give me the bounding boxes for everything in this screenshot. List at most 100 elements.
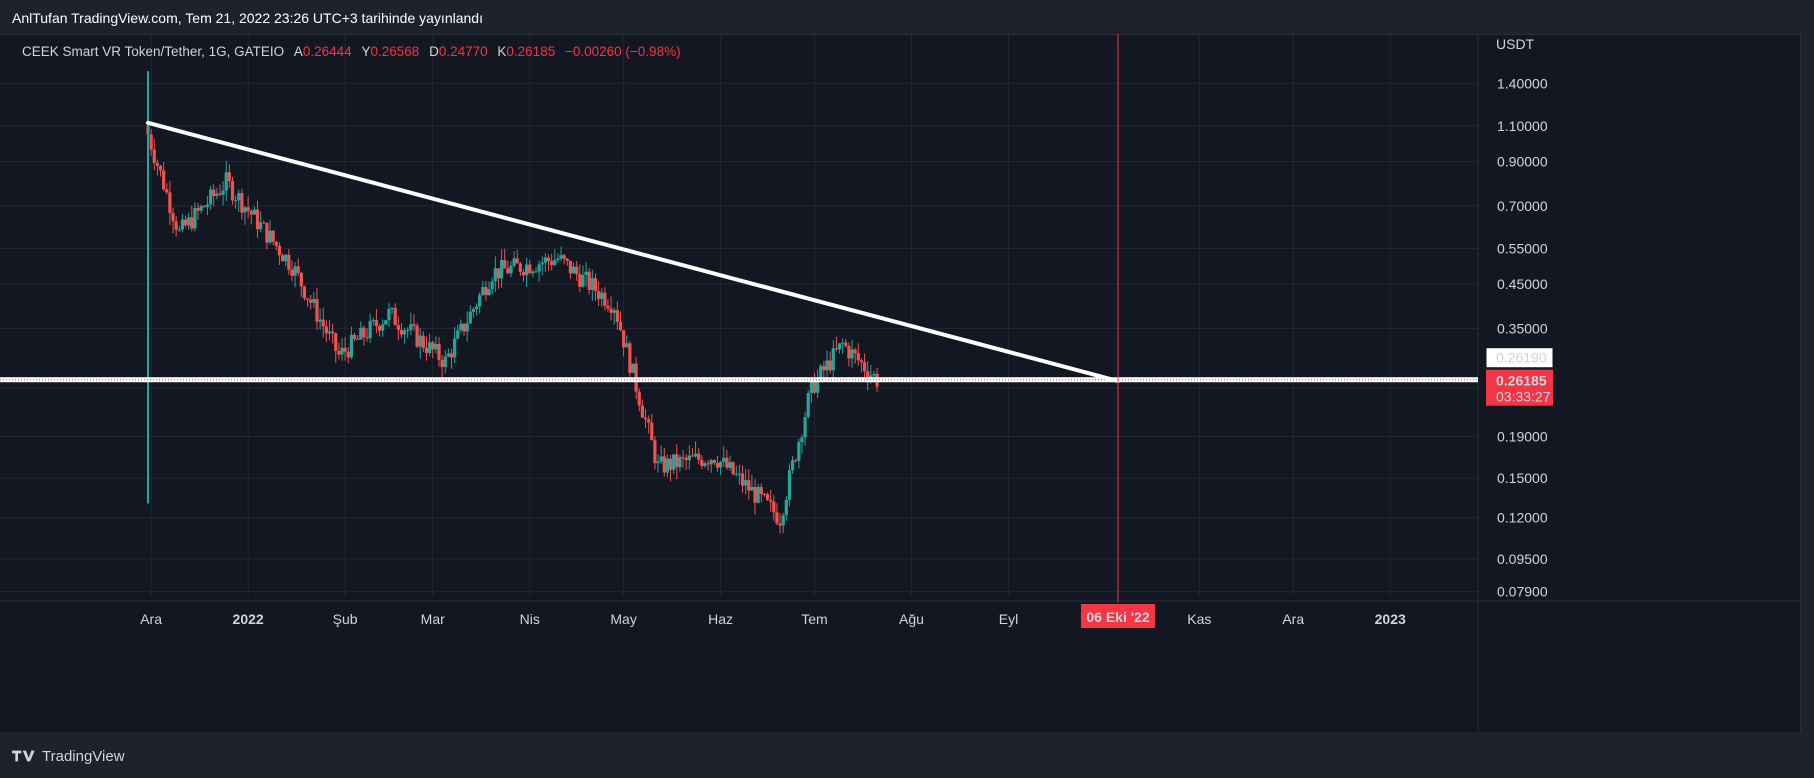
candle [859,358,864,373]
candle [693,441,698,458]
candle [753,479,757,515]
candle [406,327,410,339]
candle [778,513,782,534]
candle [390,306,394,314]
candle [396,316,400,341]
candle [377,324,382,337]
candle [831,340,835,383]
candle [825,350,829,379]
candle [431,340,435,359]
candle [640,399,644,418]
symbol-legend: CEEK Smart VR Token/Tether, 1G, GATEIO A… [22,44,681,59]
candles [146,71,879,534]
price-tick-label: 0.09500 [1497,551,1548,567]
candle [284,253,288,267]
candle [440,355,444,378]
candle [149,128,153,156]
candle [212,184,216,207]
candle [765,492,770,502]
candle [856,343,860,366]
candle [453,327,457,363]
footer-brand[interactable]: TradingView [12,746,125,766]
cursor-date-label: 06 Eki '22 [1086,609,1149,625]
candle [565,257,569,266]
candle [227,164,231,188]
time-tick-label: Tem [801,611,827,627]
candle [797,438,801,469]
candle [828,351,832,374]
candle [521,268,526,282]
published-header: AnlTufan TradingView.com, Tem 21, 2022 2… [12,10,483,26]
candle [762,492,767,497]
candle [606,299,610,312]
candle [662,447,666,477]
candle [862,353,867,378]
time-tick-label: Haz [708,611,733,627]
cursor-date-badge [1081,604,1155,628]
candle [837,342,842,354]
candle [647,415,651,434]
candle [315,287,319,330]
candle [415,323,419,349]
candle [800,434,804,454]
candle [280,253,285,262]
candle [816,369,820,399]
candle [806,390,810,419]
candle [665,454,670,478]
candle [424,336,429,361]
candle [581,265,585,288]
candle [490,277,494,295]
price-tick-label: 0.45000 [1497,276,1548,292]
descending-trend-line[interactable] [146,120,1120,384]
candle [803,411,807,446]
candle [331,323,335,344]
price-tick-label: 0.12000 [1497,510,1548,526]
candle [471,307,476,318]
candle [265,222,269,250]
candle [499,249,504,288]
candle [493,256,497,293]
candle [509,261,513,277]
candle [847,342,851,367]
candle [725,449,729,470]
candle [158,164,163,177]
time-tick-label: Kas [1187,611,1211,627]
time-tick-label: Ara [1282,611,1304,627]
candle [568,260,573,279]
candle [600,288,604,307]
candle [653,436,657,470]
candle [622,330,626,357]
last-price-badge [1486,369,1553,406]
candle [337,342,341,360]
candle [240,188,244,220]
candle [465,311,469,342]
candle [747,469,751,500]
candle [571,262,576,274]
candle [449,348,454,369]
candle [744,468,748,495]
candle [812,372,817,395]
candle [356,334,360,340]
candle [590,269,594,301]
candle [612,307,616,325]
candle [712,459,716,465]
candle [290,260,294,282]
candle [162,162,166,192]
price-tick-label: 0.19000 [1497,428,1548,444]
candle [193,202,197,232]
close-value: 0.26185 [506,44,556,59]
candle [468,305,472,325]
candle [553,249,557,267]
candle [759,483,763,503]
candle [262,220,266,224]
time-tick-label: Mar [421,611,445,627]
candle [474,303,479,316]
candle [525,257,529,287]
price-tick-label: 1.10000 [1497,118,1548,134]
candle [841,338,845,354]
price-tick-label: 0.15000 [1497,470,1548,486]
candle [274,240,278,251]
candle [349,326,353,360]
candle [218,184,222,197]
